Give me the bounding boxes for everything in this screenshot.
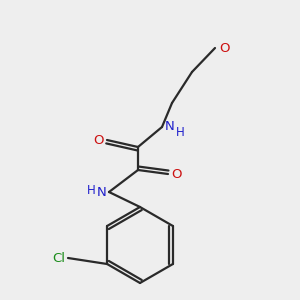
Text: O: O	[219, 41, 230, 55]
Text: N: N	[96, 185, 106, 199]
Text: N: N	[165, 121, 175, 134]
Text: H: H	[176, 125, 185, 139]
Text: O: O	[171, 167, 181, 181]
Text: O: O	[94, 134, 104, 146]
Text: Cl: Cl	[52, 251, 65, 265]
Text: H: H	[87, 184, 96, 196]
